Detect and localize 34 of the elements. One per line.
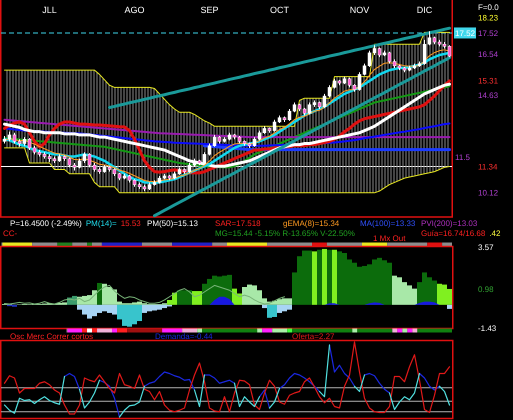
text: SAR=17.518: [215, 219, 262, 228]
y-tick-label: 18.23: [478, 13, 499, 22]
text: .42: [489, 229, 501, 238]
text: P=16.4500 (-2.49%): [10, 219, 82, 228]
x-tick-label: SEP: [200, 5, 219, 15]
y-tick-label: 14.63: [478, 91, 499, 100]
y-tick-label: 0.98: [478, 284, 494, 294]
y-tick-label: 16.54: [478, 50, 499, 59]
text: PM(50)=15.13: [147, 219, 198, 228]
chart-title: Osc Merc Correr cortos: [10, 332, 94, 341]
y-tick-label: 11.34: [478, 162, 498, 172]
text: F=0.0: [478, 3, 500, 12]
text: Demanda=-0.44: [155, 332, 214, 341]
x-tick-label: AGO: [124, 5, 145, 15]
x-tick-label: OCT: [270, 5, 290, 15]
text: Oferta=2.27: [292, 332, 336, 341]
x-tick-label: JLL: [42, 5, 57, 15]
text: CC-: [3, 229, 18, 238]
y-tick-label: 15.31: [478, 76, 499, 86]
text: 15.53: [120, 219, 142, 228]
y-tick-label: 3.57: [478, 242, 494, 252]
text: MG=15.44 -5.15% R-13.65% V-22.50%: [215, 229, 355, 238]
text: PM(14)=: [86, 219, 118, 228]
text: MA(100)=13.33: [360, 219, 416, 228]
x-tick-label: NOV: [350, 5, 370, 15]
text: PVI(200)=13.03: [421, 219, 478, 228]
text: 11.5: [455, 153, 471, 162]
x-tick-label: DIC: [416, 5, 433, 15]
annotation: 1 Mx Out: [373, 234, 406, 243]
text: Guía=16.74/16.68: [421, 229, 486, 238]
text: gEMA(8)=15.34: [283, 219, 340, 228]
y-tick-label: 10.12: [478, 188, 499, 198]
y-tick-label: -1.43: [478, 324, 497, 333]
text: 17.52: [478, 29, 499, 38]
